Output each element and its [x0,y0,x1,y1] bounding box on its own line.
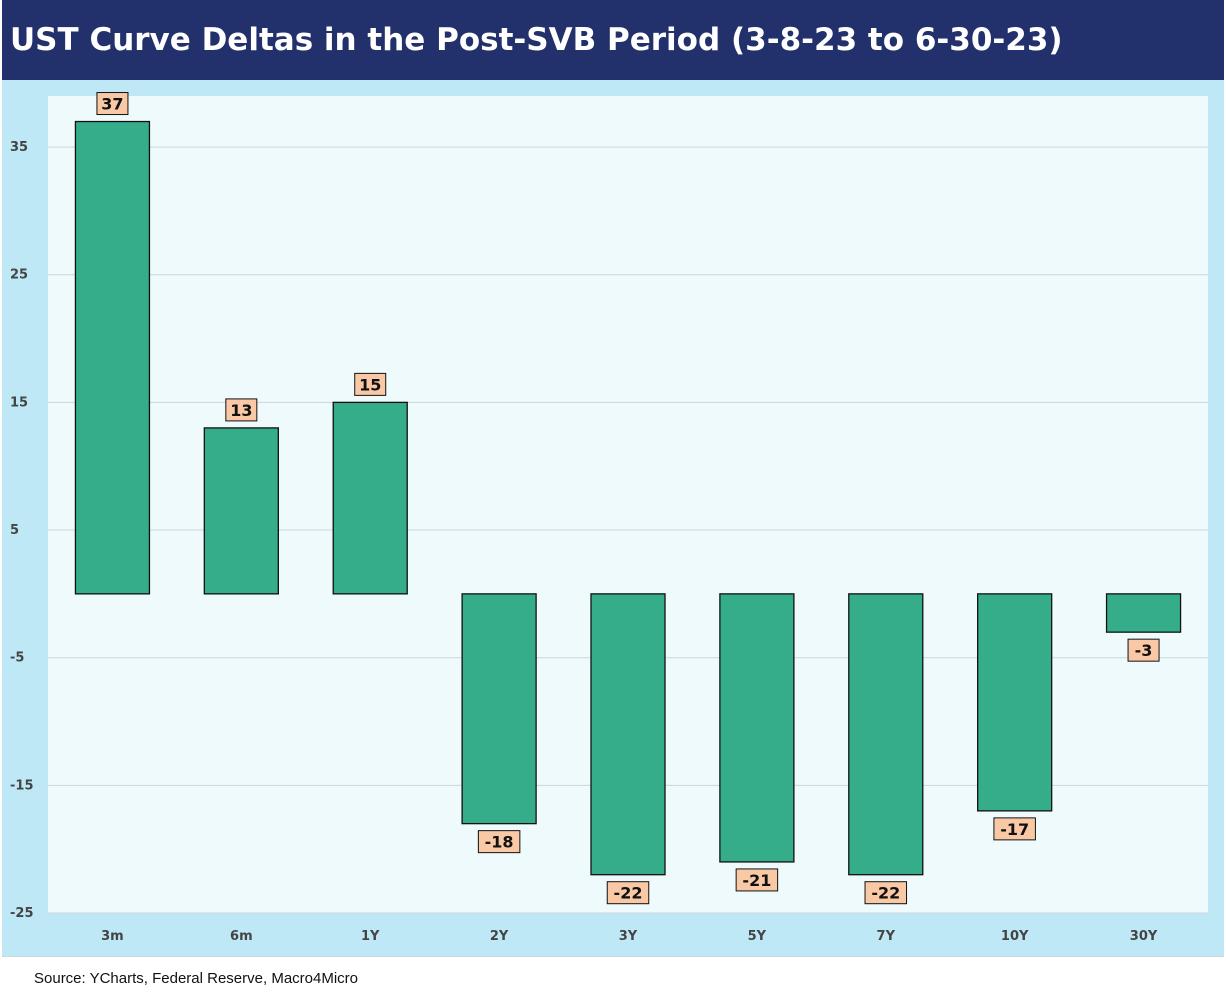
bar-5y [719,593,795,863]
data-label-value: -21 [742,871,771,890]
y-tick-label: -25 [10,906,34,921]
data-label-box [606,881,650,905]
data-label-box [354,372,387,396]
data-label: -22 [606,881,650,905]
chart-title: UST Curve Deltas in the Post-SVB Period … [10,22,1063,58]
data-label-box [477,830,521,854]
data-label: 37 [96,92,129,116]
data-label-box [864,881,908,905]
bar-10y [977,593,1053,812]
bar-3m [74,120,151,595]
bar-3y [590,593,666,876]
x-tick-label: 7Y [877,929,896,944]
data-label-box [993,817,1036,841]
data-label: 13 [225,398,258,422]
data-label: -3 [1127,638,1160,662]
bar-30y [1105,593,1182,633]
data-label-value: -18 [485,833,514,852]
data-label-value: -22 [871,884,900,903]
bar-chart: 35 25 15 5 -5 -15 -25 37 3m 13 6m 15 1Y -18 2Y -22 3Y -21… [10,92,1208,944]
data-label: -17 [993,817,1036,841]
y-tick-label: 35 [10,140,28,155]
data-label-value: 37 [101,95,123,114]
y-tick-label: -5 [10,651,24,666]
data-label: -21 [735,868,779,892]
data-label-box [1127,638,1160,662]
data-label-value: -22 [614,884,643,903]
x-tick-label: 30Y [1130,929,1158,944]
data-label-box [735,868,779,892]
data-label-value: -17 [1000,820,1029,839]
bar-2y [461,593,537,825]
y-tick-label: 5 [10,523,19,538]
x-tick-label: 1Y [361,929,380,944]
x-tick-label: 5Y [748,929,767,944]
bar-7y [848,593,924,876]
source-note: Source: YCharts, Federal Reserve, Macro4… [34,970,359,987]
x-tick-label: 2Y [490,929,509,944]
y-tick-label: -15 [10,778,34,793]
title-bar: UST Curve Deltas in the Post-SVB Period … [2,0,1224,80]
data-label-box [96,92,129,116]
x-tick-label: 10Y [1001,929,1029,944]
x-tick-label: 6m [230,929,253,944]
data-label-box [225,398,258,422]
y-tick-label: 15 [10,395,28,410]
data-label: -18 [477,830,521,854]
data-label-value: 15 [359,375,381,394]
y-tick-label: 25 [10,268,28,283]
bar-6m [203,427,279,595]
chart-area: 35 25 15 5 -5 -15 -25 37 3m 13 6m 15 1Y -18 2Y -22 3Y -21… [2,80,1224,956]
data-label-value: 13 [230,401,252,420]
x-tick-label: 3m [101,929,124,944]
data-label: -22 [864,881,908,905]
source-footer: Source: YCharts, Federal Reserve, Macro4… [2,956,1224,1000]
x-tick-label: 3Y [619,929,638,944]
data-label-value: -3 [1135,641,1153,660]
bar-1y [332,401,408,595]
data-label: 15 [354,372,387,396]
